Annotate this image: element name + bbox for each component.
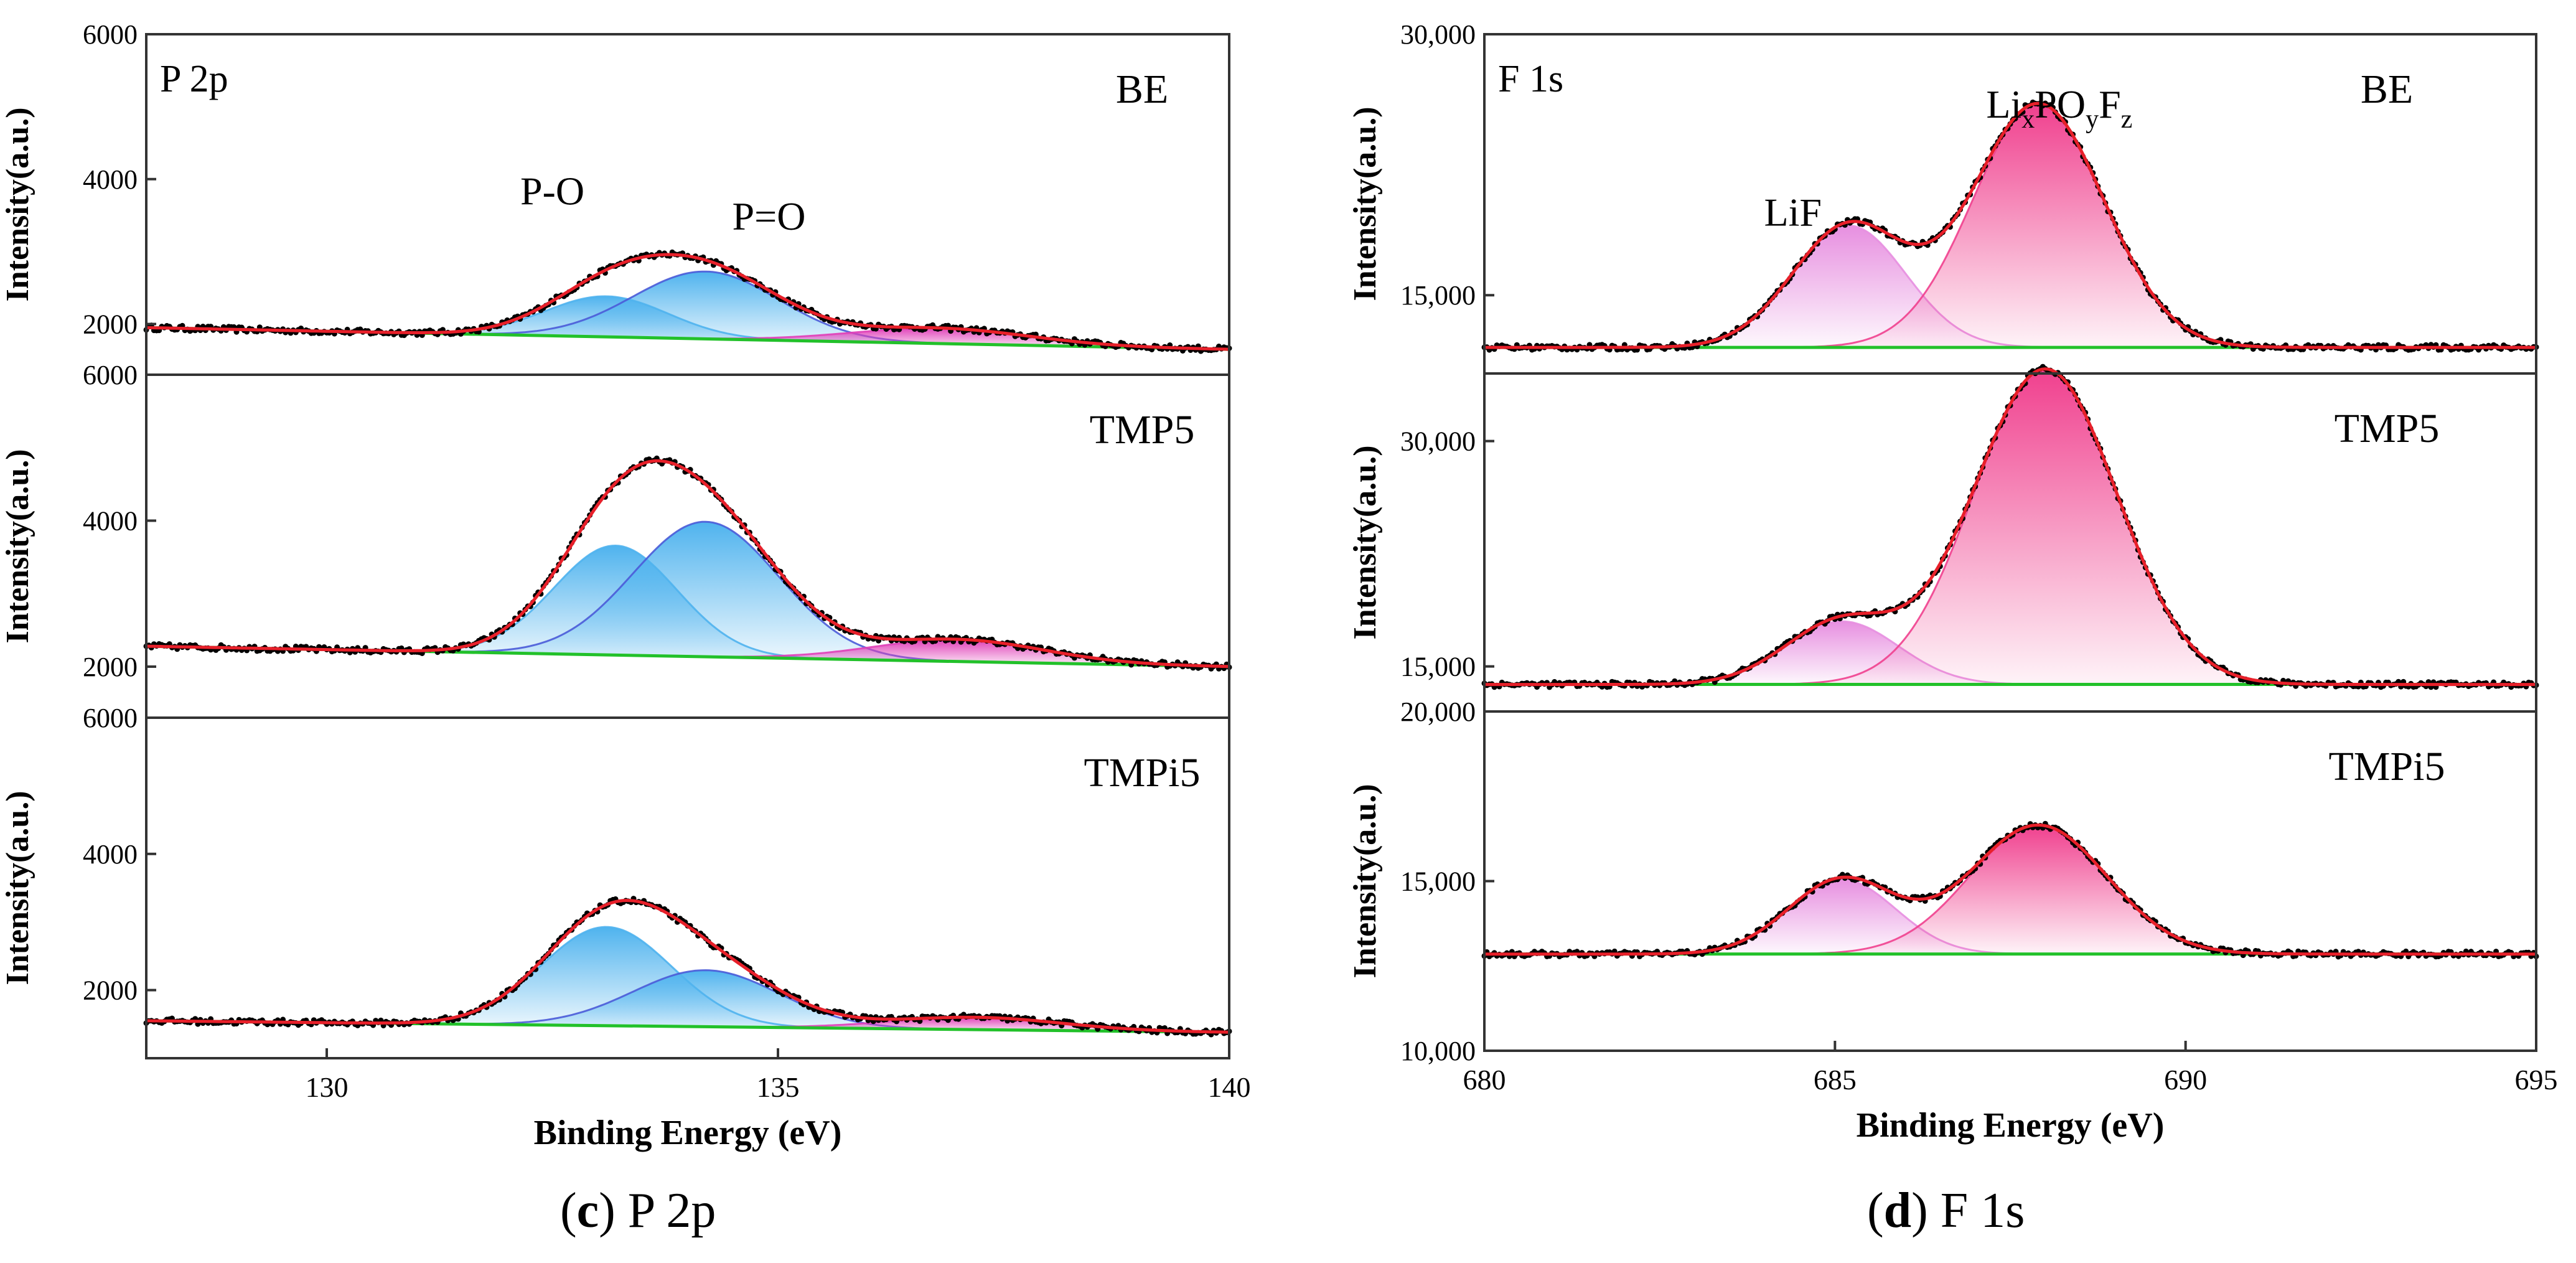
- y-tick-label: 30,000: [1400, 426, 1476, 457]
- y-tick-label: 20,000: [1400, 697, 1476, 727]
- sample-label: TMPi5: [1084, 750, 1200, 796]
- x-axis-title: Binding Energy (eV): [1857, 1106, 2165, 1145]
- envelope-line: [146, 898, 1230, 1034]
- y-tick-label: 15,000: [1400, 652, 1476, 682]
- y-axis-title: Intensity(a.u.): [0, 449, 35, 643]
- y-axis-title: Intensity(a.u.): [1347, 106, 1383, 301]
- y-tick-label: 2000: [83, 975, 138, 1006]
- x-tick-label: 685: [1814, 1064, 1857, 1096]
- y-tick-label: 6000: [83, 19, 138, 50]
- x-axis-title: Binding Energy (eV): [534, 1114, 842, 1152]
- sample-label: TMP5: [2335, 406, 2440, 451]
- y-tick-label: 4000: [83, 505, 138, 536]
- peak-fill-pf: [146, 327, 1229, 350]
- panel-1-1: 15,000 30,000 Intensity(a.u.) TMP5: [1347, 364, 2539, 713]
- y-axis-title: Intensity(a.u.): [1347, 445, 1383, 639]
- caption-c: (c) P 2p: [560, 1183, 716, 1238]
- sample-label: TMP5: [1090, 407, 1195, 453]
- y-tick-label: 2000: [83, 652, 138, 682]
- envelope-line: [1484, 101, 2536, 349]
- y-axis-title: Intensity(a.u.): [1347, 784, 1383, 978]
- y-axis-title: Intensity(a.u.): [0, 107, 35, 301]
- envelope-line: [1484, 823, 2536, 956]
- panel-1-2: 10,000 15,000 20,000 Intensity(a.u.) 680 685 6…: [1347, 697, 2558, 1145]
- panel-0-2: 2000 4000 6000 Intensity(a.u.) 130 135 140 Bind…: [0, 703, 1251, 1152]
- peak-fill-po: [146, 271, 1229, 350]
- x-tick-label: 695: [2515, 1064, 2558, 1096]
- x-tick-label: 130: [306, 1071, 349, 1103]
- x-tick-label: 135: [757, 1071, 800, 1103]
- y-tick-label: 2000: [83, 309, 138, 340]
- y-tick-label: 6000: [83, 360, 138, 390]
- x-tick-label: 680: [1463, 1064, 1506, 1096]
- y-tick-label: 4000: [83, 164, 138, 195]
- envelope-line: [146, 459, 1230, 669]
- y-tick-label: 6000: [83, 703, 138, 733]
- panel-1-0: 15,000 30,000 Intensity(a.u.) F 1s BE LiF LixP…: [1347, 19, 2539, 375]
- peak-annotation: LiF: [1764, 190, 1821, 234]
- panel-frame: [145, 716, 1230, 1059]
- panel-0-0: 2000 4000 6000 Intensity(a.u.) P 2p BE P-O P=O: [0, 19, 1232, 376]
- y-tick-label: 4000: [83, 839, 138, 870]
- panel-label: F 1s: [1498, 58, 1563, 100]
- peak-fill-lixpoyfz: [1484, 825, 2536, 954]
- sample-label: BE: [2361, 67, 2413, 112]
- envelope-line: [146, 253, 1230, 351]
- peak-fill-lixpoyfz: [1484, 369, 2536, 685]
- caption-d: (d) F 1s: [1867, 1183, 2025, 1238]
- peak-fill-po: [146, 522, 1229, 667]
- y-tick-label: 10,000: [1400, 1036, 1476, 1066]
- peak-fill-po: [146, 970, 1229, 1033]
- envelope-line: [1484, 367, 2536, 687]
- sample-label: BE: [1116, 67, 1168, 112]
- x-tick-label: 690: [2164, 1064, 2207, 1096]
- peak-fill-pf: [146, 639, 1229, 667]
- panel-0-1: 2000 4000 6000 Intensity(a.u.) TMP5: [0, 360, 1232, 719]
- sample-label: TMPi5: [2328, 744, 2445, 789]
- x-tick-label: 140: [1208, 1071, 1251, 1103]
- panel-label: P 2p: [160, 58, 228, 100]
- y-tick-label: 30,000: [1400, 19, 1476, 50]
- peak-annotation: P-O: [520, 169, 584, 214]
- peak-annotation: LixPOyFz: [1986, 82, 2132, 134]
- y-tick-label: 15,000: [1400, 866, 1476, 897]
- peak-annotation: P=O: [733, 194, 806, 238]
- y-axis-title: Intensity(a.u.): [0, 791, 35, 985]
- peak-fill-lixpoyfz: [1484, 103, 2536, 348]
- y-tick-label: 15,000: [1400, 280, 1476, 311]
